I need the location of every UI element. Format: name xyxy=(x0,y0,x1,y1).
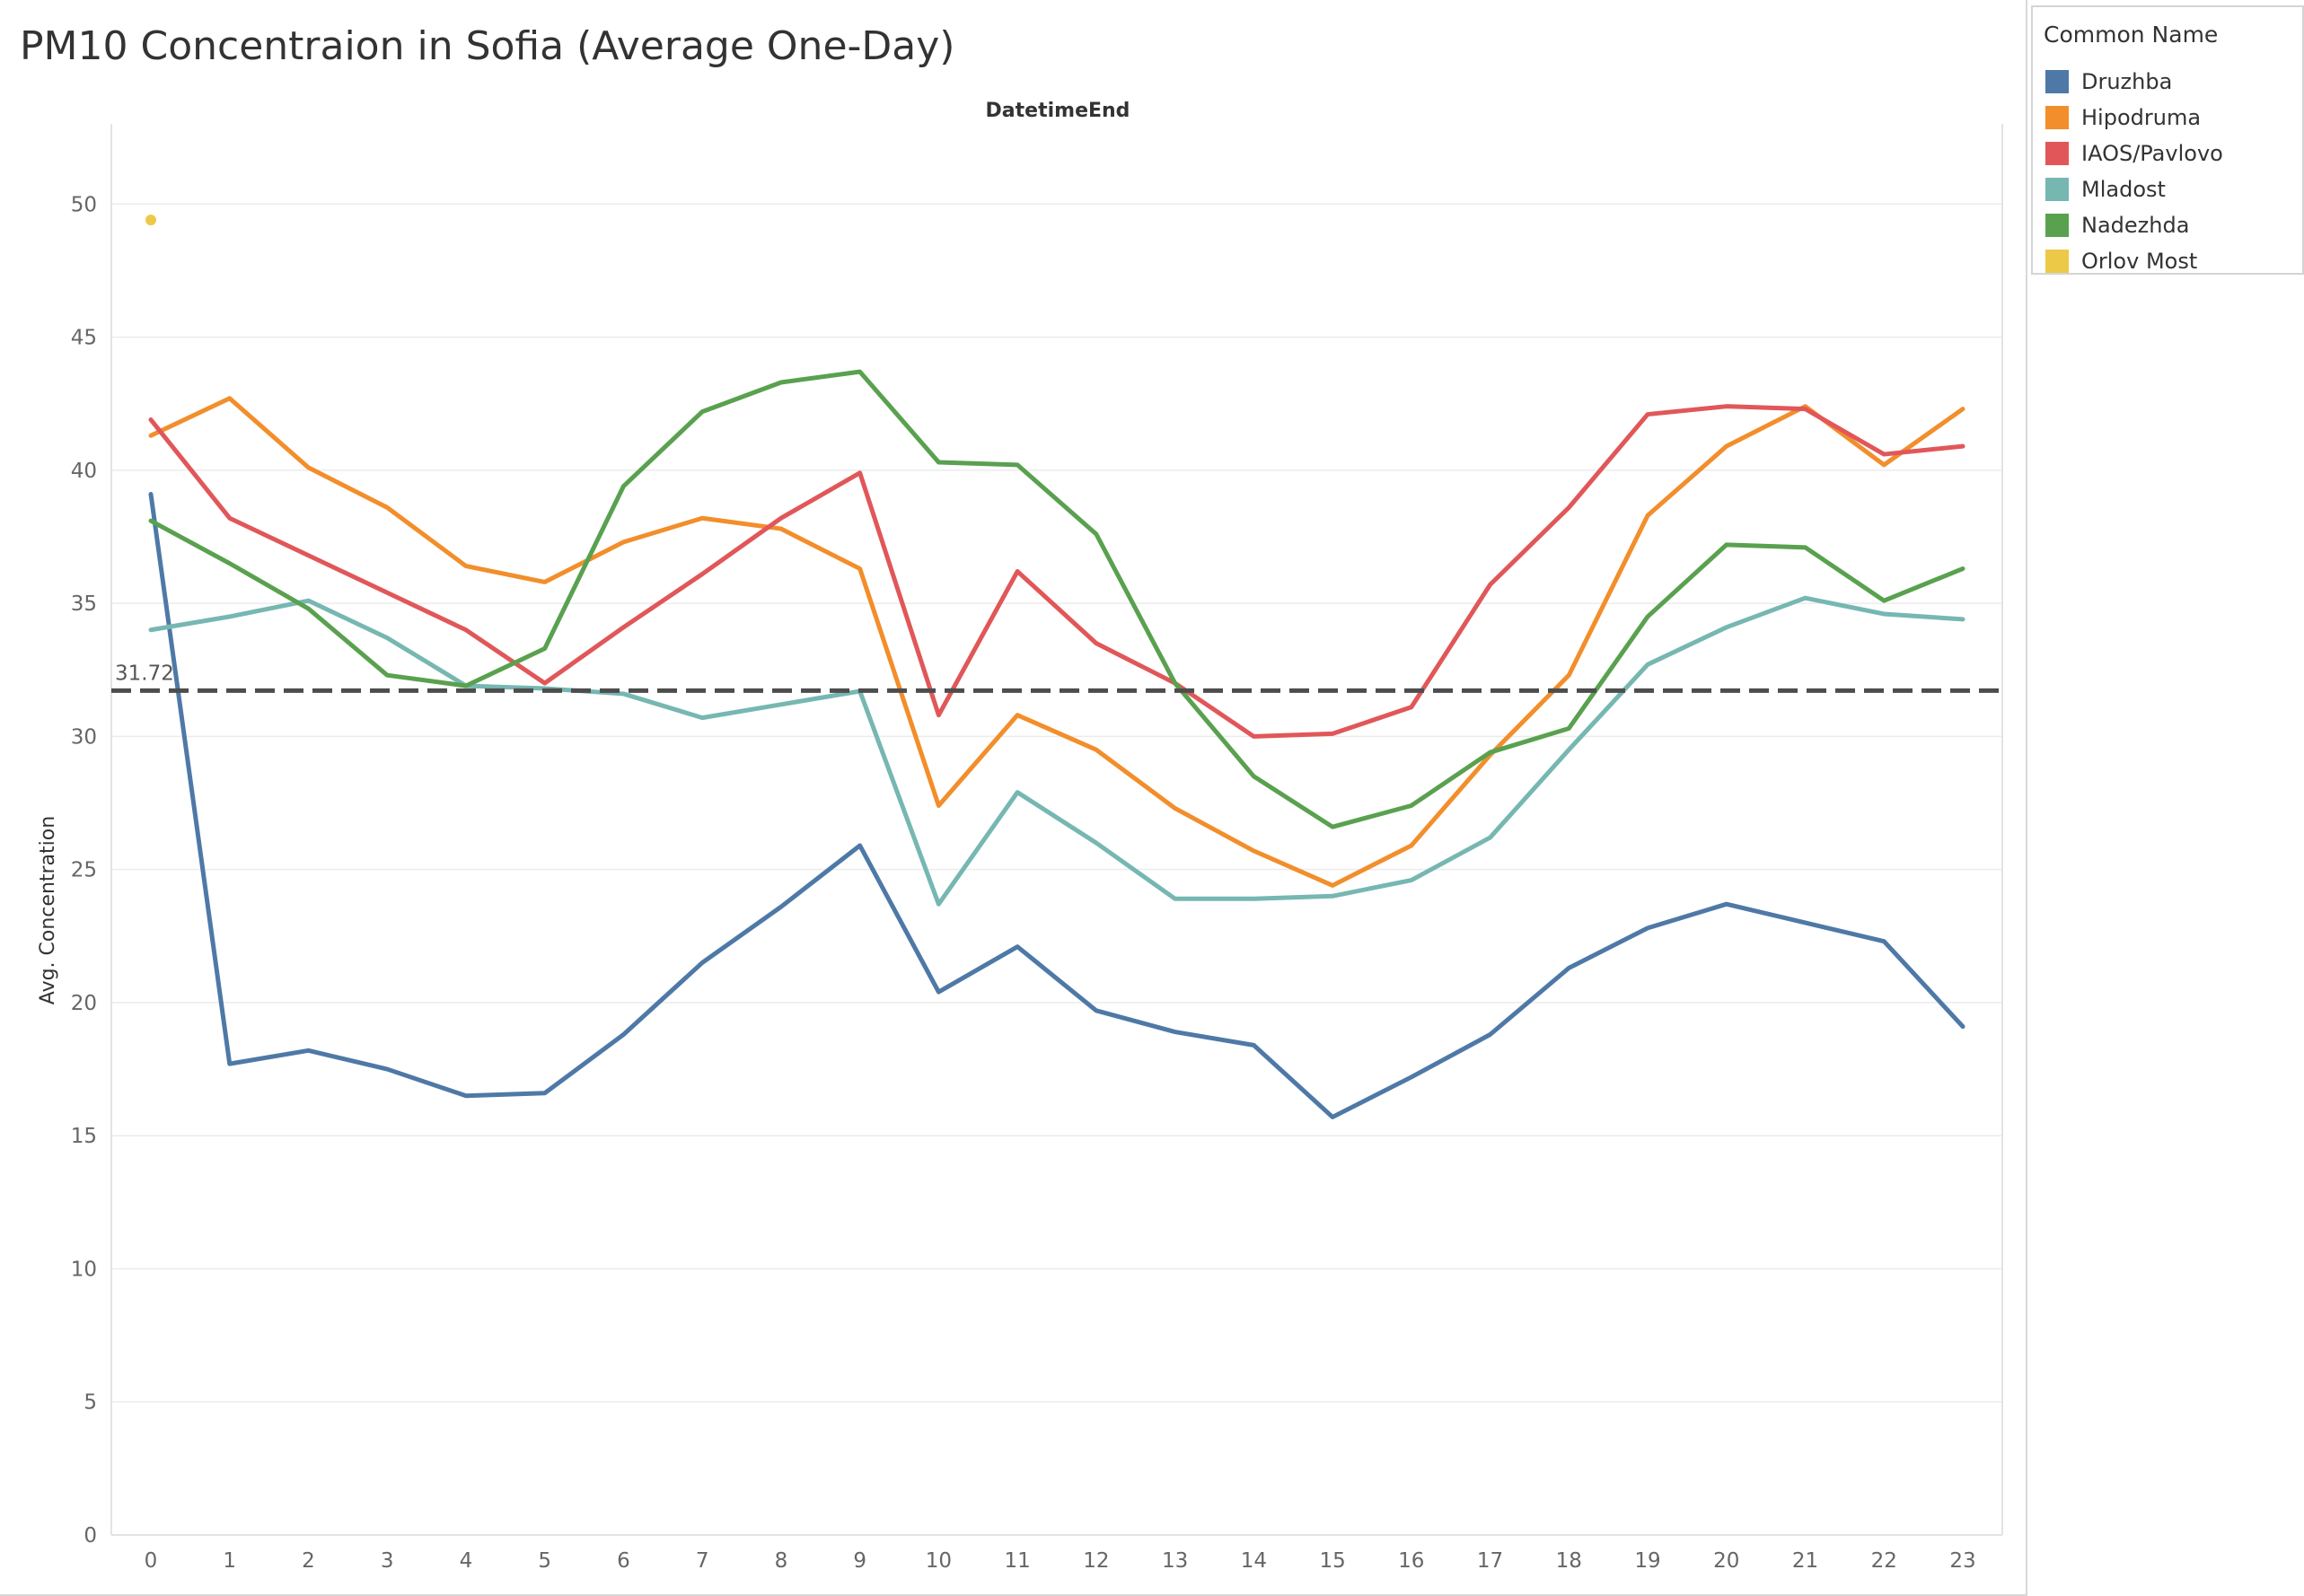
x-tick-label: 19 xyxy=(1634,1549,1660,1573)
x-tick-label: 7 xyxy=(696,1549,709,1573)
y-tick-label: 50 xyxy=(71,193,97,216)
x-tick-label: 16 xyxy=(1398,1549,1424,1573)
y-axis-title: Avg. Concentration xyxy=(37,816,59,1004)
legend-swatch xyxy=(2045,142,2069,165)
y-tick-label: 0 xyxy=(84,1524,97,1548)
legend-label: Mladost xyxy=(2081,177,2166,202)
gridlines xyxy=(111,203,2002,1536)
chart-panel: PM10 Concentraion in Sofia (Average One-… xyxy=(0,0,2027,1596)
series-lines xyxy=(145,215,1965,1119)
x-axis-title: DatetimeEnd xyxy=(986,100,1130,122)
x-tick-label: 6 xyxy=(617,1549,630,1573)
legend-label: Druzhba xyxy=(2081,69,2173,94)
x-tick-label: 17 xyxy=(1477,1549,1503,1573)
x-tick-label: 13 xyxy=(1162,1549,1188,1573)
series-line-nadezhda xyxy=(148,369,1965,829)
x-tick-label: 15 xyxy=(1319,1549,1345,1573)
legend-label: Hipodruma xyxy=(2081,105,2202,130)
legend-item-orlov-most[interactable]: Orlov Most xyxy=(2045,246,2197,276)
y-tick-label: 45 xyxy=(71,327,97,350)
legend-label: Orlov Most xyxy=(2081,249,2198,274)
x-tick-label: 11 xyxy=(1004,1549,1030,1573)
x-tick-label: 2 xyxy=(302,1549,315,1573)
x-tick-label: 8 xyxy=(775,1549,788,1573)
y-tick-label: 30 xyxy=(71,725,97,749)
x-tick-label: 9 xyxy=(853,1549,866,1573)
y-tick-label: 40 xyxy=(71,460,97,483)
x-tick-label: 4 xyxy=(460,1549,473,1573)
y-tick-label: 35 xyxy=(71,592,97,616)
legend-swatch xyxy=(2045,250,2069,273)
legend-item-nadezhda[interactable]: Nadezhda xyxy=(2045,210,2189,241)
x-tick-label: 20 xyxy=(1713,1549,1739,1573)
series-line-mladost xyxy=(148,595,1965,907)
x-tick-label: 10 xyxy=(926,1549,952,1573)
legend-swatch xyxy=(2045,106,2069,129)
y-tick-label: 25 xyxy=(71,859,97,882)
reference-line-label: 31.72 xyxy=(115,662,174,685)
chart-title: PM10 Concentraion in Sofia (Average One-… xyxy=(20,23,955,69)
legend-swatch xyxy=(2045,178,2069,201)
x-tick-label: 14 xyxy=(1241,1549,1267,1573)
legend-title: Common Name xyxy=(2044,22,2219,48)
legend-item-iaos-pavlovo[interactable]: IAOS/Pavlovo xyxy=(2045,138,2223,169)
legend-label: Nadezhda xyxy=(2081,213,2190,238)
legend-item-mladost[interactable]: Mladost xyxy=(2045,174,2166,205)
legend-swatch xyxy=(2045,214,2069,237)
x-tick-label: 12 xyxy=(1083,1549,1109,1573)
series-line-druzhba xyxy=(148,492,1965,1119)
legend-item-hipodruma[interactable]: Hipodruma xyxy=(2045,102,2201,133)
y-tick-label: 10 xyxy=(71,1258,97,1281)
reference-line-group: 31.72 xyxy=(111,662,2002,693)
x-tick-label: 21 xyxy=(1792,1549,1818,1573)
y-tick-label: 20 xyxy=(71,992,97,1015)
x-tick-label: 22 xyxy=(1871,1549,1897,1573)
x-tick-label: 5 xyxy=(538,1549,551,1573)
y-tick-label: 5 xyxy=(84,1391,97,1415)
series-line-iaos-pavlovo xyxy=(148,404,1965,739)
legend: Common Name Druzhba Hipodruma IAOS/Pavlovo… xyxy=(2031,5,2304,275)
x-tick-label: 0 xyxy=(145,1549,158,1573)
x-tick-label: 3 xyxy=(381,1549,394,1573)
legend-swatch xyxy=(2045,70,2069,93)
x-tick-label: 23 xyxy=(1949,1549,1975,1573)
legend-label: IAOS/Pavlovo xyxy=(2081,141,2223,166)
x-tick-label: 1 xyxy=(223,1549,236,1573)
y-tick-label: 15 xyxy=(71,1125,97,1148)
series-point-orlov-most xyxy=(145,215,156,226)
series-line-hipodruma xyxy=(148,396,1965,888)
x-tick-label: 18 xyxy=(1556,1549,1582,1573)
legend-item-druzhba[interactable]: Druzhba xyxy=(2045,66,2172,97)
